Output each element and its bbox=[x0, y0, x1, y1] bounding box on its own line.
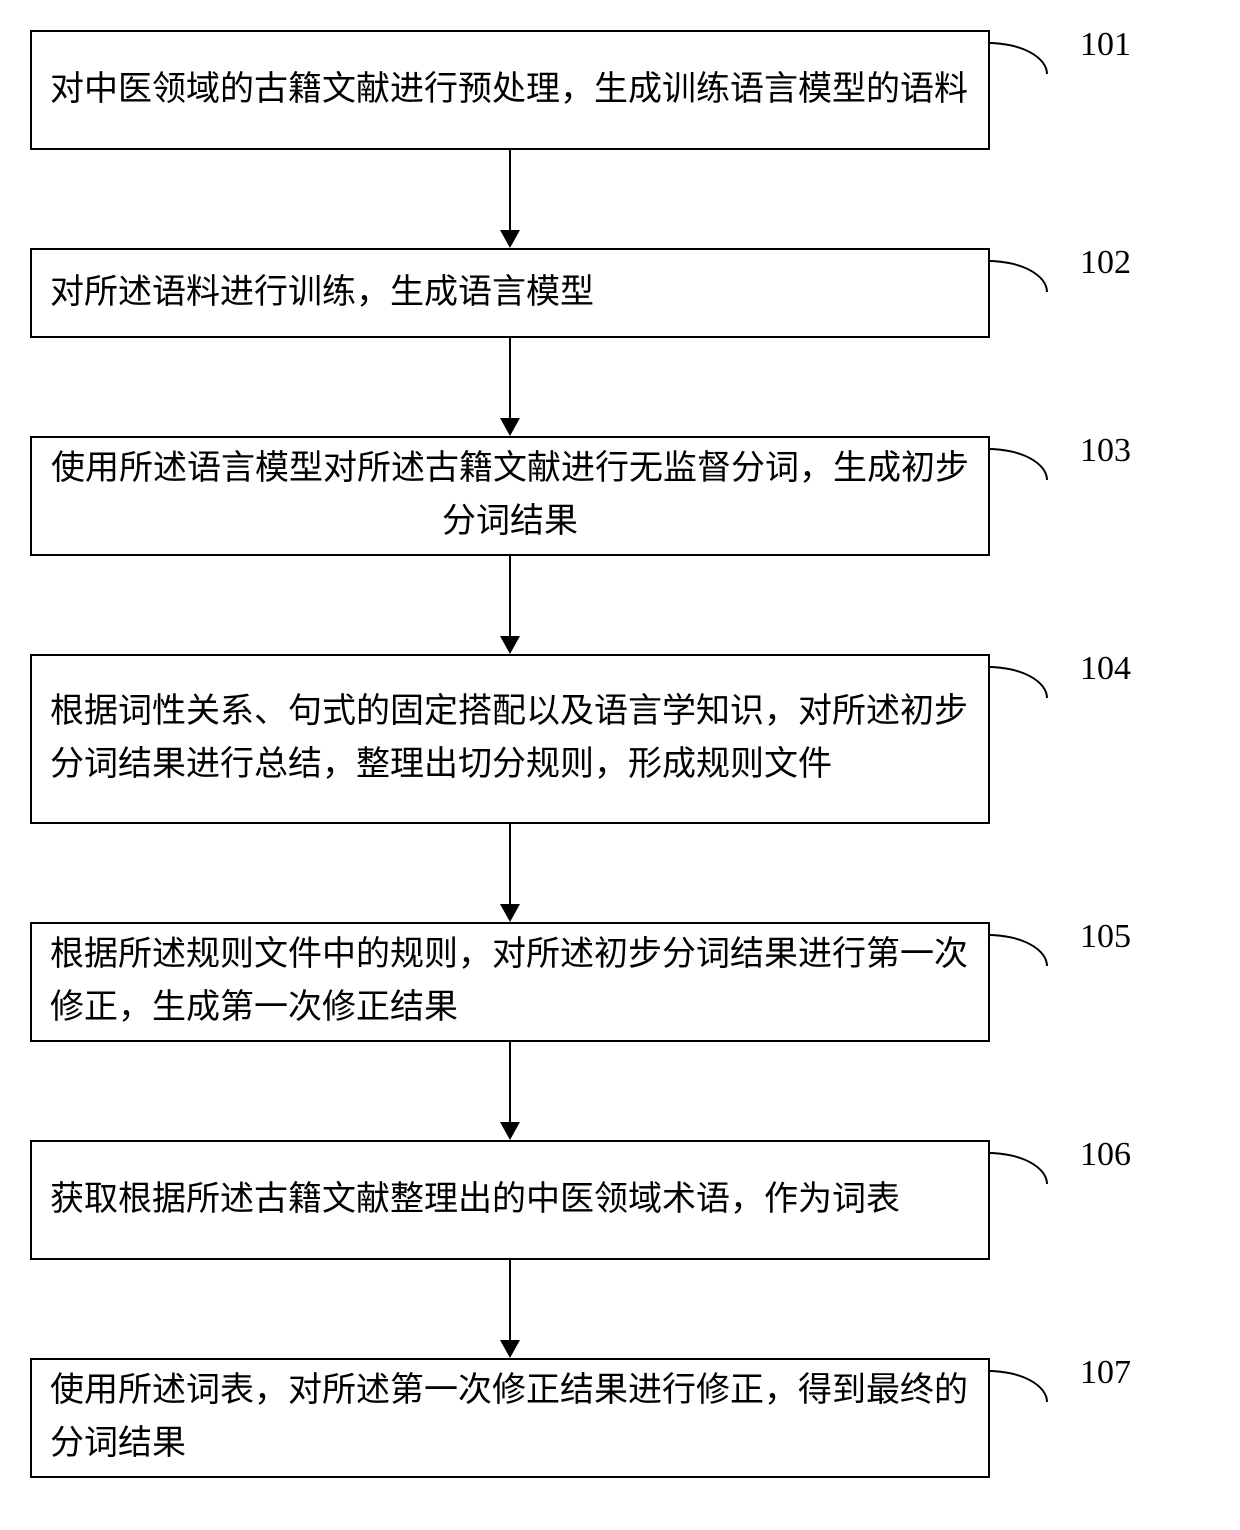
step-102-box: 对所述语料进行训练，生成语言模型 bbox=[30, 248, 990, 338]
step-102-label: 102 bbox=[1080, 244, 1131, 282]
arrow-103-to-104-head bbox=[500, 636, 520, 654]
arrow-101-to-102-line bbox=[509, 150, 511, 230]
arrow-103-to-104-line bbox=[509, 556, 511, 636]
step-105-label: 105 bbox=[1080, 918, 1131, 956]
step-106-label-connector bbox=[988, 1152, 1048, 1184]
step-107-box: 使用所述词表，对所述第一次修正结果进行修正，得到最终的分词结果 bbox=[30, 1358, 990, 1478]
arrow-102-to-103-head bbox=[500, 418, 520, 436]
step-104-text: 根据词性关系、句式的固定搭配以及语言学知识，对所述初步分词结果进行总结，整理出切… bbox=[50, 686, 970, 791]
step-104-label: 104 bbox=[1080, 650, 1131, 688]
step-101-box: 对中医领域的古籍文献进行预处理，生成训练语言模型的语料 bbox=[30, 30, 990, 150]
flowchart-canvas: 对中医领域的古籍文献进行预处理，生成训练语言模型的语料 101 对所述语料进行训练，… bbox=[0, 0, 1240, 1530]
step-103-box: 使用所述语言模型对所述古籍文献进行无监督分词，生成初步分词结果 bbox=[30, 436, 990, 556]
arrow-102-to-103-line bbox=[509, 338, 511, 418]
arrow-104-to-105-line bbox=[509, 824, 511, 904]
step-105-text: 根据所述规则文件中的规则，对所述初步分词结果进行第一次修正，生成第一次修正结果 bbox=[50, 929, 970, 1034]
step-101-text: 对中医领域的古籍文献进行预处理，生成训练语言模型的语料 bbox=[50, 64, 970, 117]
step-102-label-connector bbox=[988, 260, 1048, 292]
arrow-101-to-102-head bbox=[500, 230, 520, 248]
step-104-label-connector bbox=[988, 666, 1048, 698]
step-106-label: 106 bbox=[1080, 1136, 1131, 1174]
step-107-label-connector bbox=[988, 1370, 1048, 1402]
step-105-label-connector bbox=[988, 934, 1048, 966]
arrow-106-to-107-head bbox=[500, 1340, 520, 1358]
step-105-box: 根据所述规则文件中的规则，对所述初步分词结果进行第一次修正，生成第一次修正结果 bbox=[30, 922, 990, 1042]
step-103-text: 使用所述语言模型对所述古籍文献进行无监督分词，生成初步分词结果 bbox=[50, 443, 970, 548]
arrow-104-to-105-head bbox=[500, 904, 520, 922]
arrow-105-to-106-head bbox=[500, 1122, 520, 1140]
step-101-label-connector bbox=[988, 42, 1048, 74]
step-102-text: 对所述语料进行训练，生成语言模型 bbox=[50, 267, 970, 320]
step-101-label: 101 bbox=[1080, 26, 1131, 64]
arrow-105-to-106-line bbox=[509, 1042, 511, 1122]
step-106-text: 获取根据所述古籍文献整理出的中医领域术语，作为词表 bbox=[50, 1174, 970, 1227]
step-103-label-connector bbox=[988, 448, 1048, 480]
step-106-box: 获取根据所述古籍文献整理出的中医领域术语，作为词表 bbox=[30, 1140, 990, 1260]
arrow-106-to-107-line bbox=[509, 1260, 511, 1340]
step-104-box: 根据词性关系、句式的固定搭配以及语言学知识，对所述初步分词结果进行总结，整理出切… bbox=[30, 654, 990, 824]
step-107-text: 使用所述词表，对所述第一次修正结果进行修正，得到最终的分词结果 bbox=[50, 1365, 970, 1470]
step-107-label: 107 bbox=[1080, 1354, 1131, 1392]
step-103-label: 103 bbox=[1080, 432, 1131, 470]
